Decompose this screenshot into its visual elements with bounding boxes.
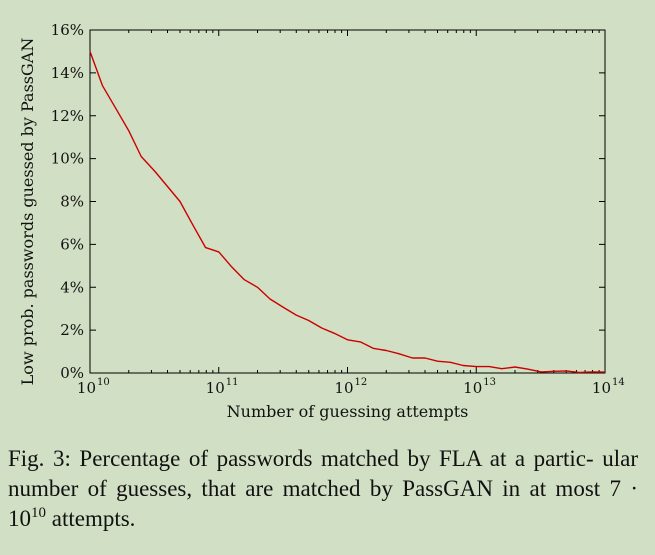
y-tick-label: 0% (60, 364, 84, 382)
figure-caption: Fig. 3: Percentage of passwords matched … (8, 444, 638, 534)
x-tick-label: 10 13 (463, 377, 496, 397)
caption-prefix: Fig. 3: Percentage of passwords matched … (8, 446, 638, 531)
y-tick-label: 2% (60, 321, 84, 339)
chart: 10 10 10 11 10 12 10 13 10 14 0%2%4%6%8%10%12%14%… (18, 21, 625, 421)
y-tick-label: 4% (60, 278, 84, 296)
series-line (89, 51, 606, 374)
x-tick-exponent: 13 (483, 377, 496, 388)
x-tick-label: 10 11 (206, 377, 239, 397)
x-tick-exponent: 12 (355, 377, 368, 388)
x-tick-base: 10 (334, 379, 353, 397)
x-tick-base: 10 (206, 379, 225, 397)
x-tick-label: 10 12 (334, 377, 367, 397)
x-tick-exponent: 11 (226, 377, 239, 388)
y-tick-labels: 0% 2% 4% 6% 8% 10% 12% 14% 16% (51, 21, 84, 382)
x-tick-labels: 10 10 10 11 10 12 10 13 10 14 (77, 377, 625, 397)
plot-area (89, 29, 606, 374)
x-tick-exponent: 14 (612, 377, 625, 388)
x-tick-base: 10 (463, 379, 482, 397)
x-tick-exponent: 10 (97, 377, 110, 388)
caption-exponent: 10 (31, 505, 46, 521)
caption-suffix: attempts. (46, 506, 136, 531)
x-tick-base: 10 (77, 379, 96, 397)
x-tick-label: 10 10 (77, 377, 110, 397)
y-tick-label: 8% (60, 193, 84, 211)
x-axis-title: Number of guessing attempts (227, 402, 469, 421)
series-layer (89, 51, 606, 374)
axis-ticks (89, 29, 606, 374)
plot-frame (89, 29, 606, 374)
y-axis-title: Low prob. passwords guessed by PassGAN (18, 38, 37, 386)
y-tick-label: 14% (51, 64, 84, 82)
y-tick-label: 12% (51, 107, 84, 125)
y-tick-label: 6% (60, 235, 84, 253)
x-tick-base: 10 (592, 379, 611, 397)
x-tick-label: 10 14 (592, 377, 625, 397)
y-tick-label: 10% (51, 150, 84, 168)
y-tick-label: 16% (51, 21, 84, 39)
